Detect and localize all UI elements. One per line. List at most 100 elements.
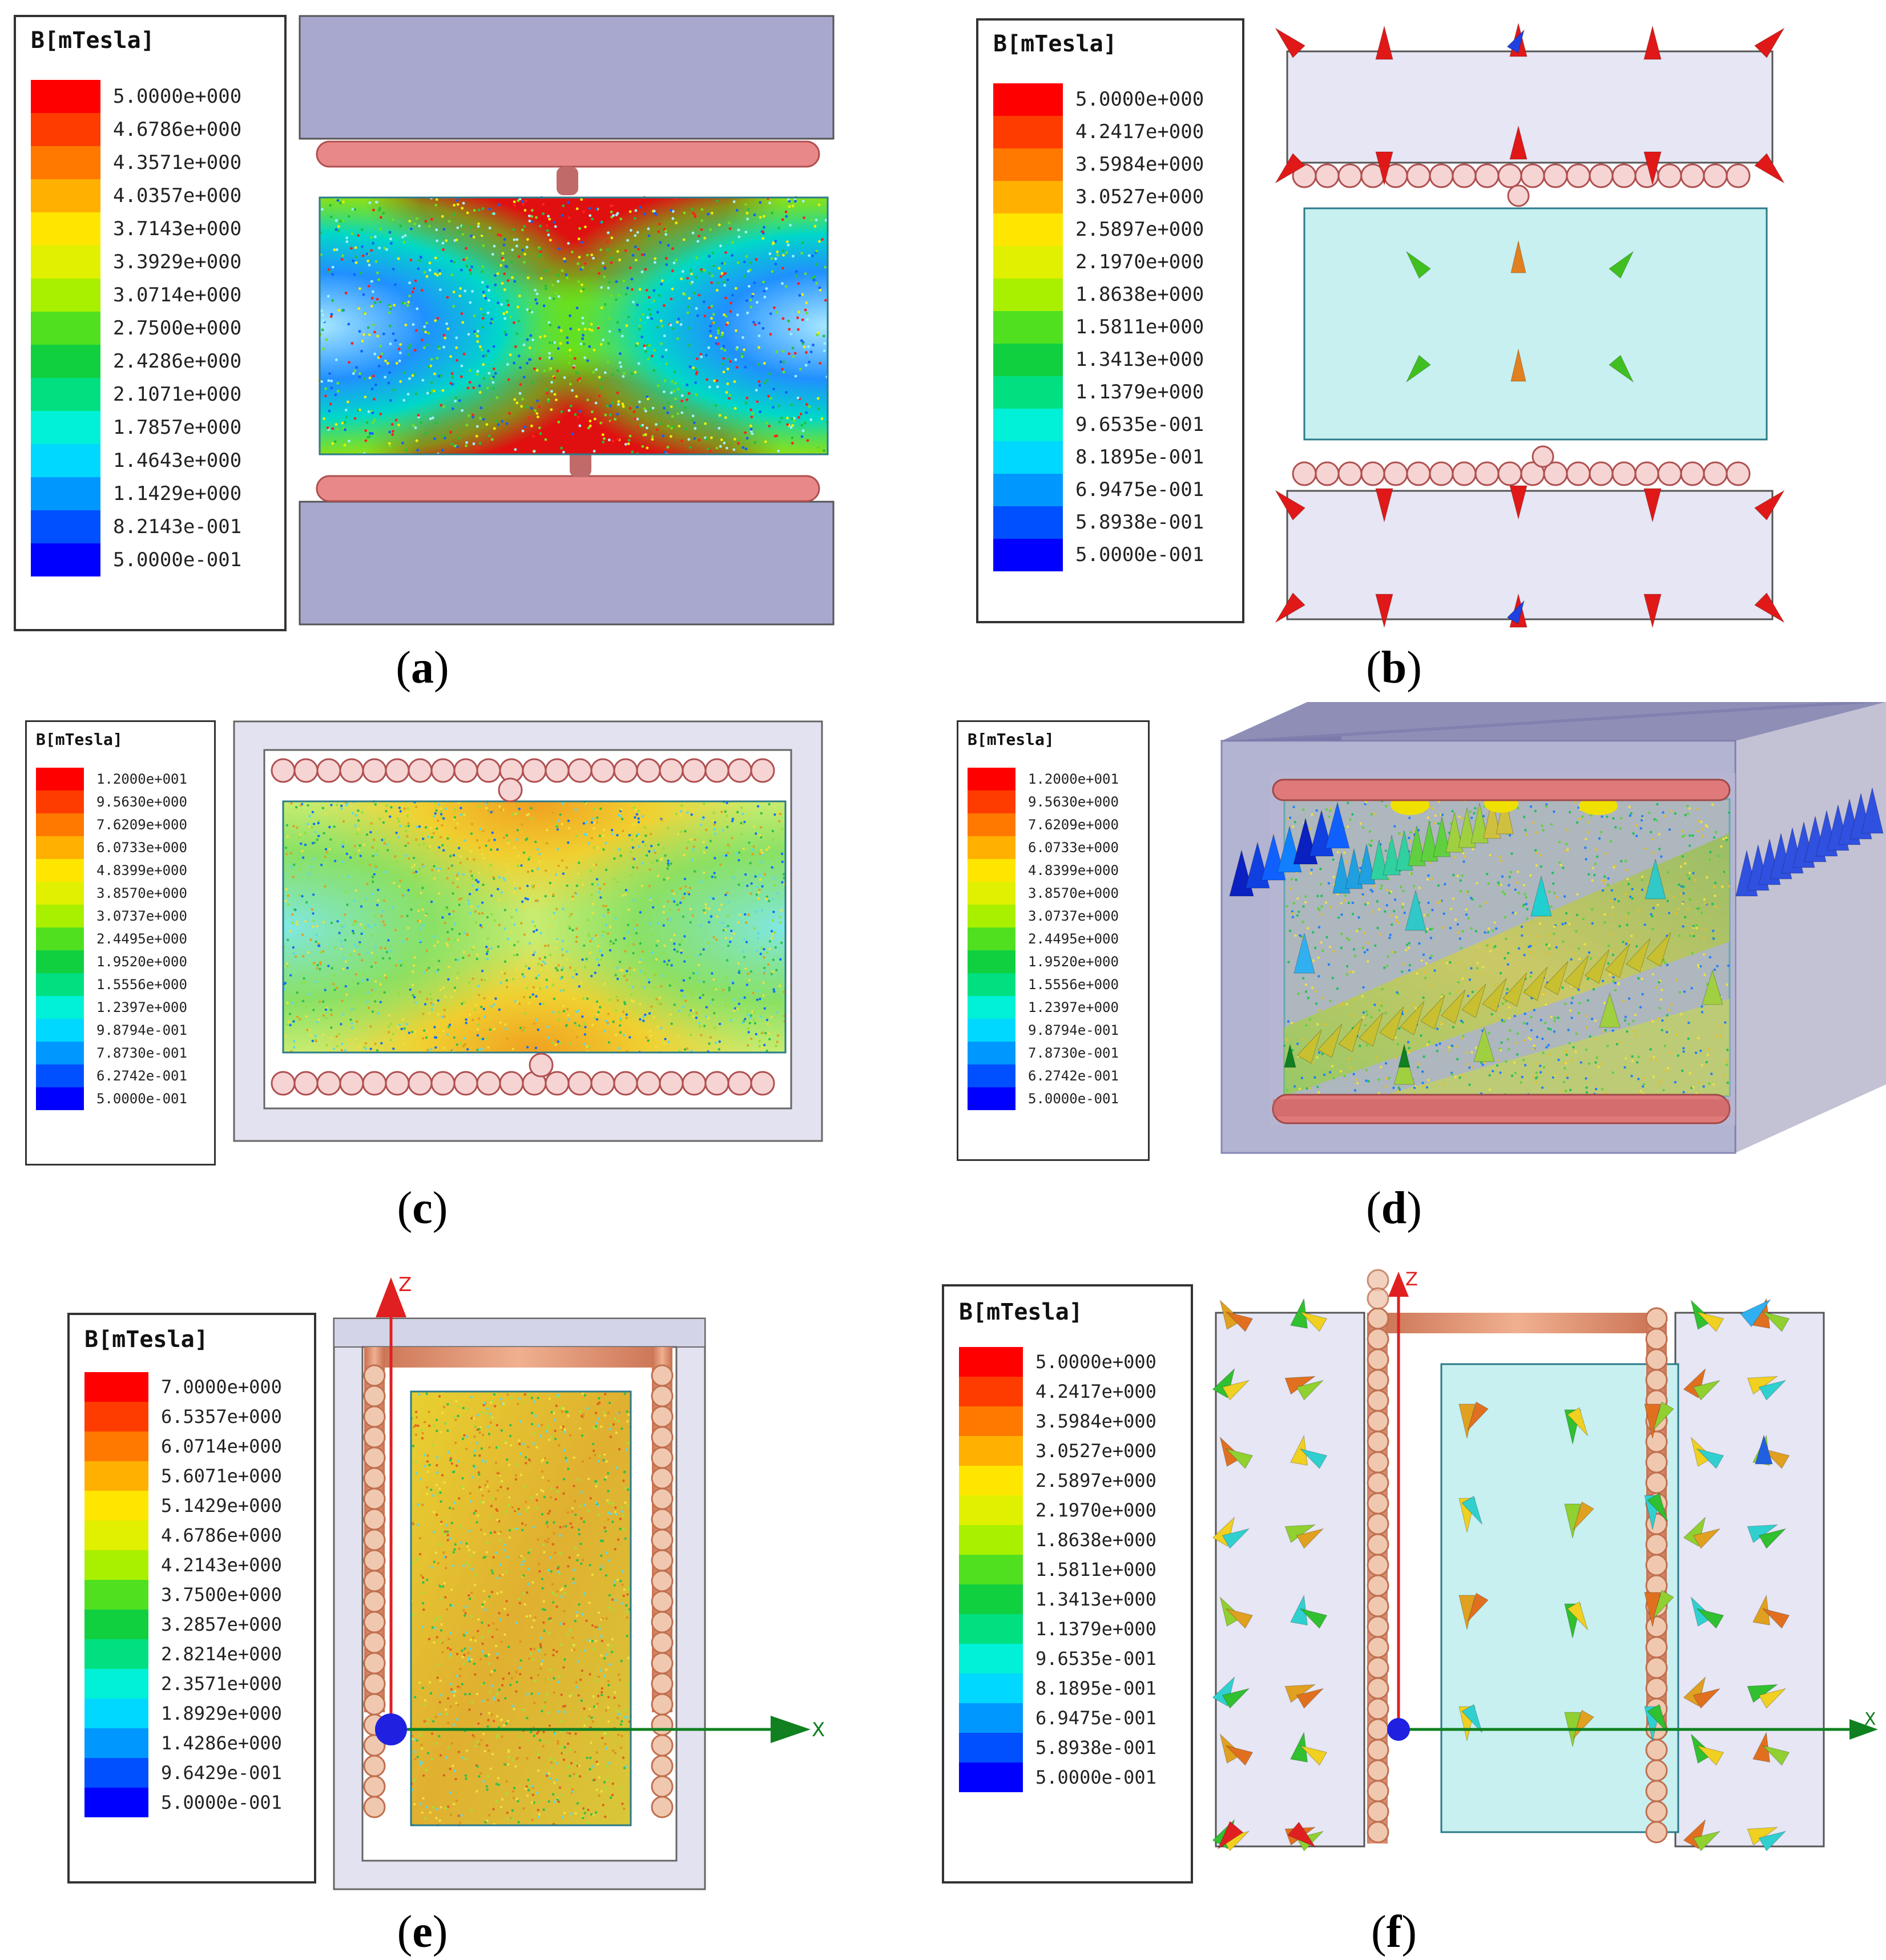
panel-e: B[mTesla] 7.0000e+000 6.5357e+000 6.0714e+… — [0, 1256, 942, 1960]
legend-tick: 2.1970e+000 — [1075, 251, 1204, 274]
legend-tick: 2.5897e+000 — [1075, 218, 1204, 241]
caption-b: (b) — [1366, 643, 1422, 693]
legend-swatch — [31, 378, 100, 411]
legend-swatch — [84, 1521, 148, 1550]
legend-title: B[mTesla] — [968, 730, 1054, 749]
legend-swatch — [84, 1461, 148, 1491]
legend-swatch — [993, 344, 1063, 376]
legend-swatch — [84, 1372, 148, 1402]
legend-swatch — [31, 179, 100, 212]
legend-tick: 2.1970e+000 — [1035, 1499, 1156, 1521]
legend-tick: 1.8929e+000 — [161, 1702, 282, 1724]
caption-c: (c) — [397, 1183, 448, 1233]
legend-swatch — [36, 768, 84, 791]
lower-core — [1286, 490, 1774, 620]
legend-swatch — [968, 859, 1015, 882]
legend-tick: 3.5984e+000 — [1035, 1410, 1156, 1432]
legend-tick: 1.8638e+000 — [1075, 283, 1204, 306]
legend-tick: 2.4286e+000 — [113, 349, 242, 373]
coil-top — [364, 1347, 672, 1368]
legend-e: B[mTesla] 7.0000e+000 6.5357e+000 6.0714e+… — [67, 1313, 316, 1884]
legend-tick: 5.0000e-001 — [161, 1791, 282, 1813]
legend-swatch — [31, 312, 100, 345]
legend-tick: 7.0000e+000 — [161, 1376, 282, 1398]
legend-tick: 2.3571e+000 — [161, 1672, 282, 1695]
x-axis-arrow — [771, 1716, 811, 1743]
legend-swatch — [31, 345, 100, 378]
legend-tick: 1.1379e+000 — [1035, 1618, 1156, 1640]
field-plot-e: Z X — [333, 1273, 825, 1890]
legend-tick: 9.8794e-001 — [1028, 1022, 1119, 1038]
legend-swatch — [968, 950, 1015, 973]
legend-swatch — [968, 1087, 1015, 1110]
caption-e: (e) — [397, 1907, 448, 1957]
legend-swatch — [84, 1431, 148, 1461]
legend-swatch — [84, 1788, 148, 1817]
legend-swatch — [31, 113, 100, 146]
legend-swatch — [993, 116, 1063, 148]
legend-tick: 1.2000e+001 — [96, 771, 187, 787]
legend-title: B[mTesla] — [959, 1299, 1083, 1325]
legend-title: B[mTesla] — [36, 730, 123, 749]
legend-tick: 9.6429e-001 — [161, 1761, 282, 1784]
legend-swatch — [993, 279, 1063, 311]
legend-tick: 2.4495e+000 — [96, 930, 187, 947]
lower-coil — [316, 475, 820, 502]
legend-tick: 2.4495e+000 — [1028, 930, 1119, 947]
legend-tick: 3.3929e+000 — [113, 250, 242, 273]
legend-swatch — [993, 376, 1063, 409]
legend-swatch — [31, 212, 100, 245]
legend-tick: 5.1429e+000 — [161, 1494, 282, 1517]
field-plot-a — [299, 15, 835, 626]
legend-swatch — [968, 791, 1015, 813]
legend-swatch — [993, 474, 1063, 506]
legend-swatch — [959, 1525, 1023, 1555]
upper-coil — [316, 140, 820, 168]
legend-tick: 7.6209e+000 — [96, 816, 187, 833]
x-axis-label: X — [1864, 1709, 1876, 1729]
legend-tick: 3.0737e+000 — [1028, 908, 1119, 924]
legend-swatch — [993, 83, 1063, 116]
legend-swatch — [993, 409, 1063, 441]
legend-swatch — [31, 146, 100, 179]
legend-swatch — [84, 1669, 148, 1699]
legend-swatch — [968, 813, 1015, 836]
legend-d: B[mTesla] 1.2000e+001 9.5630e+000 7.6209e+… — [957, 720, 1150, 1161]
legend-swatch — [36, 836, 84, 859]
legend-swatch — [959, 1733, 1023, 1763]
legend-tick: 1.3413e+000 — [1035, 1588, 1156, 1610]
legend-tick: 6.0733e+000 — [1028, 839, 1119, 856]
core-right-face — [1735, 702, 1886, 1153]
legend-tick: 1.2397e+000 — [1028, 999, 1119, 1015]
legend-tick: 5.8938e-001 — [1075, 511, 1204, 534]
legend-tick: 5.8938e-001 — [1035, 1736, 1156, 1759]
origin — [375, 1713, 407, 1745]
legend-swatch — [959, 1763, 1023, 1792]
legend-tick: 4.6786e+000 — [113, 118, 242, 141]
legend-swatch — [993, 441, 1063, 474]
legend-f: B[mTesla] 5.0000e+000 4.2417e+000 3.5984e+… — [942, 1284, 1193, 1884]
legend-swatch — [84, 1758, 148, 1788]
sample-region — [411, 1392, 631, 1825]
legend-tick: 6.0714e+000 — [161, 1435, 282, 1457]
legend-tick: 4.2417e+000 — [1075, 120, 1204, 144]
legend-tick: 1.9520e+000 — [1028, 953, 1119, 970]
legend-swatch — [84, 1402, 148, 1431]
legend-tick: 8.1895e-001 — [1035, 1677, 1156, 1699]
legend-swatch — [959, 1614, 1023, 1644]
legend-tick: 3.2857e+000 — [161, 1613, 282, 1635]
legend-tick: 8.2143e-001 — [113, 515, 242, 538]
legend-tick: 2.7500e+000 — [113, 316, 242, 340]
legend-tick: 1.7857e+000 — [113, 416, 242, 439]
legend-tick: 1.1429e+000 — [113, 482, 242, 505]
x-axis-arrow — [1849, 1719, 1878, 1740]
legend-tick: 3.0714e+000 — [113, 283, 242, 306]
upper-core — [1286, 50, 1774, 164]
legend-swatch — [31, 411, 100, 444]
legend-tick: 2.1071e+000 — [113, 382, 242, 406]
legend-tick: 4.3571e+000 — [113, 151, 242, 174]
legend-tick: 9.6535e-001 — [1035, 1647, 1156, 1669]
legend-swatch — [84, 1610, 148, 1639]
legend-swatch — [36, 1064, 84, 1087]
z-axis-label: Z — [1405, 1268, 1418, 1290]
